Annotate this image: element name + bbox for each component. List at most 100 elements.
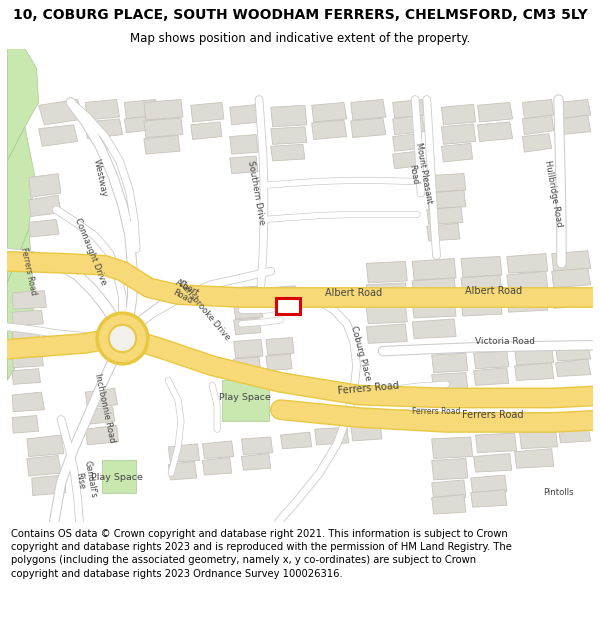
Polygon shape [367,304,407,324]
Text: Mount Pleasant
Road: Mount Pleasant Road [404,141,434,206]
Text: Ferrers Road: Ferrers Road [337,381,400,396]
Polygon shape [233,302,263,319]
Polygon shape [471,475,507,494]
Polygon shape [515,363,554,381]
Polygon shape [275,298,300,314]
Polygon shape [556,359,591,376]
Polygon shape [507,271,548,291]
Polygon shape [431,459,468,480]
Text: Connaught Drive: Connaught Drive [73,217,108,286]
Polygon shape [271,106,307,127]
Polygon shape [473,368,509,385]
Polygon shape [12,416,38,433]
Polygon shape [280,432,312,449]
Polygon shape [442,124,476,144]
Text: Inchbonnie Road: Inchbonnie Road [93,372,116,443]
Polygon shape [520,429,557,449]
Polygon shape [431,494,466,514]
Polygon shape [191,122,222,139]
Text: Coburg Place: Coburg Place [349,324,372,382]
Polygon shape [29,174,61,197]
Polygon shape [412,319,456,339]
Polygon shape [367,283,407,302]
Polygon shape [29,195,61,216]
Polygon shape [85,407,115,424]
Polygon shape [102,461,136,492]
Polygon shape [478,102,512,122]
Text: Southern Drive: Southern Drive [246,160,266,226]
Polygon shape [12,310,43,326]
Polygon shape [124,99,158,119]
Polygon shape [473,351,509,369]
Polygon shape [230,156,258,174]
Polygon shape [38,125,77,146]
Polygon shape [559,115,591,134]
Polygon shape [551,251,591,271]
Polygon shape [144,136,180,154]
Polygon shape [233,357,261,374]
Polygon shape [312,120,347,139]
Polygon shape [392,134,422,151]
Polygon shape [27,456,61,476]
Polygon shape [233,318,261,334]
Text: Play Space: Play Space [91,474,143,482]
Polygon shape [507,294,548,312]
Polygon shape [241,454,271,470]
Polygon shape [551,291,591,308]
Polygon shape [202,458,232,475]
Polygon shape [144,99,183,120]
Text: Gandalf's
Rise: Gandalf's Rise [73,459,98,500]
Text: Pintolls: Pintolls [543,488,574,497]
Polygon shape [559,425,591,443]
Polygon shape [202,441,233,459]
Polygon shape [431,353,468,372]
Polygon shape [392,115,425,134]
Text: Map shows position and indicative extent of the property.: Map shows position and indicative extent… [130,31,470,44]
Polygon shape [471,489,507,508]
Text: Contains OS data © Crown copyright and database right 2021. This information is : Contains OS data © Crown copyright and d… [11,529,512,579]
Polygon shape [230,104,261,125]
Polygon shape [367,261,407,283]
Text: Ferrers Road: Ferrers Road [463,409,524,419]
Polygon shape [266,354,292,371]
Circle shape [109,325,136,352]
Text: Albert
Road: Albert Road [169,278,201,307]
Polygon shape [191,102,224,122]
Polygon shape [32,475,66,496]
Polygon shape [233,339,263,358]
Polygon shape [431,480,466,499]
Polygon shape [85,425,119,445]
Polygon shape [427,174,466,192]
Polygon shape [412,301,456,318]
Polygon shape [144,118,183,138]
Polygon shape [427,207,463,224]
Polygon shape [473,454,512,472]
Polygon shape [169,461,197,480]
Polygon shape [461,256,502,277]
Text: Albert Road: Albert Road [325,288,382,298]
Polygon shape [431,437,473,459]
Polygon shape [230,134,258,154]
Polygon shape [266,338,294,355]
Polygon shape [427,190,466,209]
Polygon shape [515,449,554,468]
Polygon shape [85,119,122,139]
Polygon shape [351,423,382,441]
Polygon shape [442,143,473,162]
Polygon shape [269,286,297,302]
Polygon shape [312,102,347,122]
Text: Ferrers Road: Ferrers Road [412,407,461,416]
Polygon shape [351,118,386,138]
Polygon shape [392,151,420,169]
Polygon shape [478,122,512,141]
Polygon shape [124,115,161,132]
Polygon shape [169,444,200,462]
Polygon shape [38,99,83,125]
Polygon shape [12,330,41,345]
Polygon shape [233,286,265,302]
Polygon shape [551,268,591,288]
Polygon shape [461,275,502,294]
Polygon shape [442,104,476,125]
Polygon shape [7,127,35,283]
Polygon shape [367,324,407,343]
